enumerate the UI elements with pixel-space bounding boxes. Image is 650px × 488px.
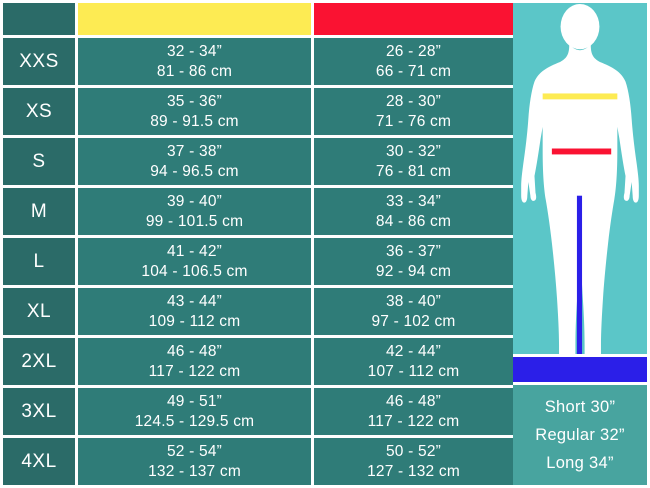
waist-measurement-cell: 46 - 48” 117 - 122 cm [314,388,513,435]
waist-inches: 42 - 44” [385,342,442,360]
table-row: XS 35 - 36” 89 - 91.5 cm 28 - 30” 71 - 7… [3,88,513,135]
chest-cm: 99 - 101.5 cm [145,212,244,230]
inseam-line [576,195,583,354]
chest-cm: 104 - 106.5 cm [141,262,248,280]
waist-cm: 84 - 86 cm [375,212,452,230]
chest-inches: 52 - 54” [166,442,223,460]
chest-measurement-cell: 41 - 42” 104 - 106.5 cm [78,238,311,285]
chest-cm: 132 - 137 cm [148,462,241,480]
waist-inches: 28 - 30” [385,92,442,110]
chest-inches: 39 - 40” [166,192,223,210]
table-row: 3XL 49 - 51” 124.5 - 129.5 cm 46 - 48” 1… [3,388,513,435]
header-waist-key [314,3,513,35]
male-silhouette-icon [521,3,639,354]
chest-measurement-cell: 35 - 36” 89 - 91.5 cm [78,88,311,135]
waist-inches: 50 - 52” [385,442,442,460]
inseam-option-long: Long 34” [546,453,614,472]
header-chest-key [78,3,311,35]
chest-cm: 109 - 112 cm [148,312,241,330]
inseam-option-regular: Regular 32” [535,425,625,444]
chest-inches: 35 - 36” [166,92,223,110]
waist-measurement-cell: 28 - 30” 71 - 76 cm [314,88,513,135]
chest-cm: 94 - 96.5 cm [150,162,239,180]
header-size-blank [3,3,75,35]
size-label: XS [3,88,75,135]
table-row: 2XL 46 - 48” 117 - 122 cm 42 - 44” 107 -… [3,338,513,385]
waist-measurement-cell: 33 - 34” 84 - 86 cm [314,188,513,235]
size-label: 3XL [3,388,75,435]
waist-measurement-cell: 26 - 28” 66 - 71 cm [314,38,513,85]
waist-line [551,148,612,155]
chest-measurement-cell: 43 - 44” 109 - 112 cm [78,288,311,335]
waist-cm: 76 - 81 cm [375,162,452,180]
chest-inches: 32 - 34” [166,42,223,60]
figure-panel: Short 30” Regular 32” Long 34” [513,0,650,488]
waist-measurement-cell: 30 - 32” 76 - 81 cm [314,138,513,185]
table-row: XXS 32 - 34” 81 - 86 cm 26 - 28” 66 - 71… [3,38,513,85]
chest-measurement-cell: 32 - 34” 81 - 86 cm [78,38,311,85]
waist-cm: 107 - 112 cm [367,362,460,380]
inseam-legend: Short 30” Regular 32” Long 34” [513,385,647,485]
chest-inches: 46 - 48” [166,342,223,360]
waist-inches: 38 - 40” [385,292,442,310]
size-label: XL [3,288,75,335]
chest-measurement-cell: 46 - 48” 117 - 122 cm [78,338,311,385]
chest-inches: 41 - 42” [166,242,223,260]
size-label: M [3,188,75,235]
body-figure-illustration [513,3,647,354]
table-header-row [3,3,513,35]
table-row: 4XL 52 - 54” 132 - 137 cm 50 - 52” 127 -… [3,438,513,485]
waist-cm: 71 - 76 cm [375,112,452,130]
waist-cm: 117 - 122 cm [367,412,460,430]
table-row: M 39 - 40” 99 - 101.5 cm 33 - 34” 84 - 8… [3,188,513,235]
waist-measurement-cell: 50 - 52” 127 - 132 cm [314,438,513,485]
size-label: S [3,138,75,185]
waist-inches: 36 - 37” [385,242,442,260]
size-label: 2XL [3,338,75,385]
waist-cm: 97 - 102 cm [371,312,456,330]
table-row: S 37 - 38” 94 - 96.5 cm 30 - 32” 76 - 81… [3,138,513,185]
chest-inches: 49 - 51” [166,392,223,410]
waist-inches: 46 - 48” [385,392,442,410]
chest-measurement-cell: 39 - 40” 99 - 101.5 cm [78,188,311,235]
table-row: XL 43 - 44” 109 - 112 cm 38 - 40” 97 - 1… [3,288,513,335]
waist-measurement-cell: 38 - 40” 97 - 102 cm [314,288,513,335]
waist-inches: 30 - 32” [385,142,442,160]
table-row: L 41 - 42” 104 - 106.5 cm 36 - 37” 92 - … [3,238,513,285]
size-table: XXS 32 - 34” 81 - 86 cm 26 - 28” 66 - 71… [3,3,513,485]
waist-cm: 66 - 71 cm [375,62,452,80]
chest-measurement-cell: 52 - 54” 132 - 137 cm [78,438,311,485]
size-label: XXS [3,38,75,85]
waist-cm: 127 - 132 cm [367,462,460,480]
waist-measurement-cell: 42 - 44” 107 - 112 cm [314,338,513,385]
waist-inches: 33 - 34” [385,192,442,210]
chest-cm: 81 - 86 cm [156,62,233,80]
chest-cm: 89 - 91.5 cm [150,112,239,130]
waist-cm: 92 - 94 cm [375,262,452,280]
inseam-option-short: Short 30” [544,397,616,416]
chest-cm: 117 - 122 cm [148,362,241,380]
waist-inches: 26 - 28” [385,42,442,60]
chest-cm: 124.5 - 129.5 cm [134,412,255,430]
chest-measurement-cell: 37 - 38” 94 - 96.5 cm [78,138,311,185]
size-label: 4XL [3,438,75,485]
size-label: L [3,238,75,285]
chest-inches: 43 - 44” [166,292,223,310]
chest-measurement-cell: 49 - 51” 124.5 - 129.5 cm [78,388,311,435]
chest-inches: 37 - 38” [166,142,223,160]
chest-line [542,93,618,100]
inseam-key-bar [513,357,647,382]
waist-measurement-cell: 36 - 37” 92 - 94 cm [314,238,513,285]
